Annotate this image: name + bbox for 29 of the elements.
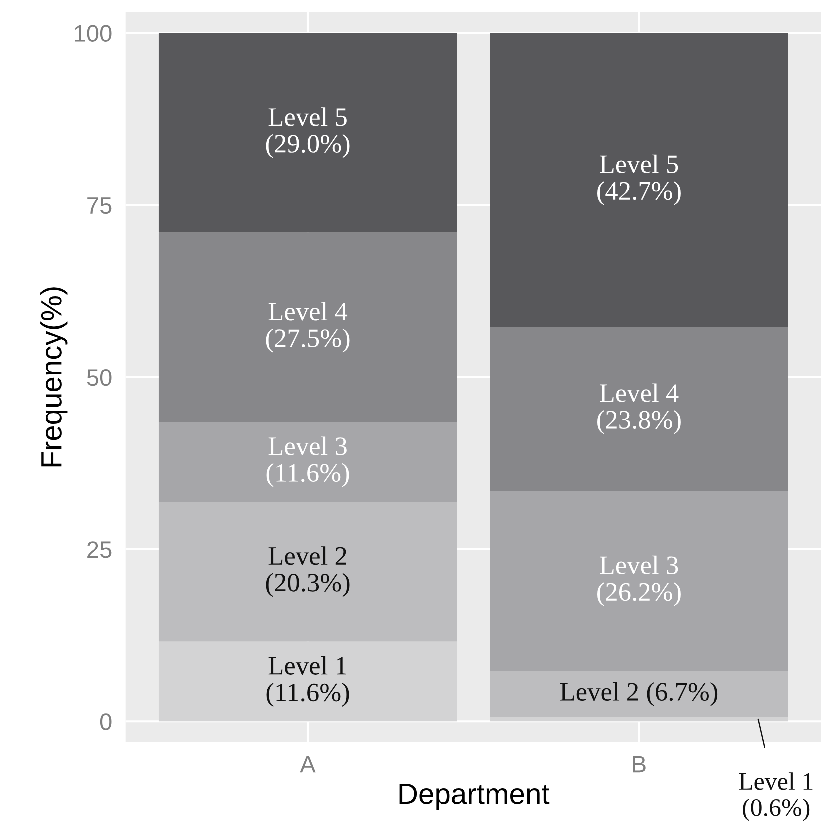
bar <box>490 671 788 718</box>
bar <box>158 33 458 233</box>
y-tick-label: 100 <box>75 25 112 42</box>
y-axis-title: Frequency(%) <box>40 288 68 467</box>
bar <box>158 502 458 642</box>
x-tick-label: B <box>633 756 646 773</box>
bar <box>158 422 458 502</box>
data-label: Level 4 (23.8%) <box>598 384 681 434</box>
data-label: Level 3 (11.6%) <box>266 436 350 488</box>
data-label: Level 4 (27.5%) <box>266 302 350 353</box>
y-tick-label: 75 <box>88 198 112 214</box>
data-label: Level 2 (6.7%) <box>560 682 718 706</box>
y-tick-label: 50 <box>87 369 112 386</box>
data-label: Level 3 (26.2%) <box>598 556 681 606</box>
y-tick-label: 25 <box>88 542 112 558</box>
data-label: Level 5 (42.7%) <box>598 154 681 206</box>
data-label: Level 5 (29.0%) <box>266 108 350 158</box>
bar <box>490 33 788 328</box>
x-axis-title: Department <box>400 784 550 810</box>
bar <box>490 490 788 672</box>
data-label: Level 1 (0.6%) <box>739 772 813 822</box>
bar <box>158 642 458 722</box>
data-label: Level 1 (11.6%) <box>266 656 350 707</box>
y-tick-label: 0 <box>100 714 112 730</box>
bar <box>490 327 788 491</box>
bar <box>490 717 788 722</box>
bar <box>158 232 458 422</box>
x-tick-label: A <box>300 756 316 773</box>
data-label: Level 2 (20.3%) <box>266 546 350 598</box>
